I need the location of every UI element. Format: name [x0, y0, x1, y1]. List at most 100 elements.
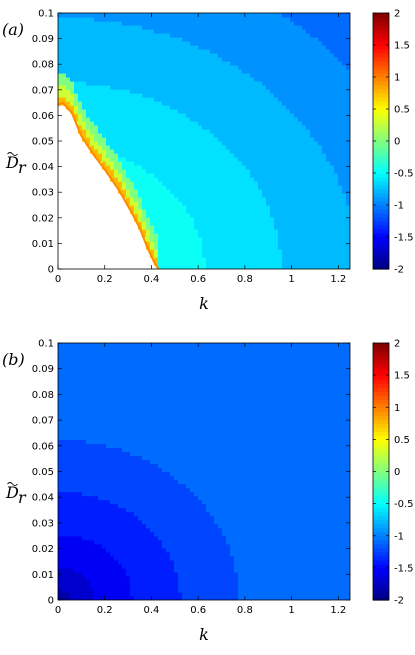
- heatmap-cell: [286, 213, 291, 218]
- heatmap-cell: [346, 93, 350, 98]
- heatmap-cell: [154, 93, 159, 98]
- heatmap-cell: [142, 177, 147, 182]
- heatmap-cell: [206, 29, 211, 34]
- heatmap-cell: [298, 117, 303, 122]
- heatmap-cell: [78, 165, 83, 170]
- heatmap-cell: [102, 61, 107, 66]
- heatmap-cell: [166, 173, 171, 178]
- heatmap-cell: [290, 177, 295, 182]
- heatmap-cell: [342, 13, 347, 18]
- heatmap-cell: [210, 13, 215, 18]
- heatmap-cell: [66, 475, 71, 481]
- heatmap-cell: [150, 161, 155, 166]
- heatmap-cell: [126, 105, 131, 110]
- heatmap-cell: [206, 97, 211, 102]
- heatmap-cell: [134, 77, 139, 82]
- heatmap-cell: [138, 205, 143, 210]
- heatmap-cell: [58, 237, 63, 242]
- heatmap-cell: [282, 125, 287, 130]
- heatmap-cell: [210, 125, 215, 130]
- heatmap-cell: [342, 261, 347, 266]
- heatmap-cell: [58, 109, 63, 114]
- heatmap-cell: [330, 225, 335, 230]
- heatmap-cell: [198, 189, 203, 194]
- heatmap-cell: [334, 33, 339, 38]
- heatmap-cell: [222, 185, 227, 190]
- heatmap-cell: [174, 241, 179, 246]
- heatmap-cell: [94, 213, 99, 218]
- heatmap-cell: [126, 101, 131, 106]
- heatmap-cell: [190, 157, 195, 162]
- heatmap-cell: [102, 69, 107, 74]
- heatmap-cell: [82, 229, 87, 234]
- heatmap-cell: [138, 93, 143, 98]
- heatmap-cell: [182, 13, 187, 18]
- heatmap-cell: [294, 213, 299, 218]
- heatmap-cell: [110, 45, 115, 50]
- heatmap-cell: [306, 77, 311, 82]
- heatmap-cell: [166, 185, 171, 190]
- heatmap-cell: [318, 161, 323, 166]
- heatmap-cell: [126, 169, 131, 174]
- heatmap-cell: [58, 189, 63, 194]
- heatmap-cell: [342, 185, 347, 190]
- heatmap-cell: [234, 109, 239, 114]
- heatmap-cell: [286, 93, 291, 98]
- heatmap-cell: [94, 61, 99, 66]
- heatmap-cell: [58, 371, 63, 376]
- heatmap-cell: [206, 201, 211, 206]
- heatmap-cell: [126, 37, 131, 42]
- heatmap-cell: [58, 515, 63, 521]
- heatmap-cell: [226, 25, 231, 30]
- heatmap-cell: [114, 125, 119, 130]
- heatmap-cell: [266, 25, 271, 30]
- heatmap-cell: [98, 197, 103, 202]
- heatmap-cell: [58, 229, 63, 234]
- heatmap-cell: [274, 137, 279, 142]
- heatmap-cell: [154, 101, 159, 106]
- heatmap-cell: [66, 241, 71, 246]
- heatmap-cell: [90, 225, 95, 230]
- heatmap-cell: [278, 253, 283, 258]
- heatmap-cell: [282, 57, 287, 62]
- heatmap-cell: [86, 161, 91, 166]
- colorbar-swatch: [373, 65, 389, 70]
- heatmap-cell: [110, 101, 115, 106]
- heatmap-cell: [214, 201, 219, 206]
- heatmap-cell: [162, 257, 167, 262]
- heatmap-cell: [250, 213, 255, 218]
- heatmap-cell: [346, 173, 350, 178]
- heatmap-cell: [78, 201, 83, 206]
- heatmap-cell: [286, 57, 291, 62]
- heatmap-cell: [82, 233, 87, 238]
- heatmap-cell: [270, 213, 275, 218]
- heatmap-cell: [146, 149, 151, 154]
- heatmap-cell: [234, 37, 239, 42]
- heatmap-cell: [282, 93, 287, 98]
- heatmap-cell: [194, 85, 199, 90]
- heatmap-cell: [262, 229, 267, 234]
- heatmap-cell: [334, 113, 339, 118]
- heatmap-cell: [130, 89, 135, 94]
- heatmap-cell: [242, 65, 247, 70]
- heatmap-cell: [66, 17, 71, 22]
- heatmap-cell: [70, 217, 75, 222]
- heatmap-cell: [82, 153, 87, 158]
- heatmap-cell: [190, 217, 195, 222]
- heatmap-cell: [186, 41, 191, 46]
- heatmap-cell: [334, 133, 339, 138]
- heatmap-cell: [246, 125, 251, 130]
- heatmap-cell: [74, 249, 79, 254]
- heatmap-cell: [114, 157, 119, 162]
- colorbar-swatch: [373, 145, 389, 150]
- heatmap-cell: [126, 81, 131, 86]
- heatmap-cell: [206, 229, 211, 234]
- heatmap-cell: [130, 85, 135, 90]
- heatmap-cell: [322, 93, 327, 98]
- heatmap-cell: [62, 261, 67, 266]
- heatmap-cell: [254, 37, 259, 42]
- heatmap-cell: [238, 13, 243, 18]
- heatmap-cell: [266, 177, 271, 182]
- heatmap-cell: [126, 173, 131, 178]
- heatmap-cell: [150, 85, 155, 90]
